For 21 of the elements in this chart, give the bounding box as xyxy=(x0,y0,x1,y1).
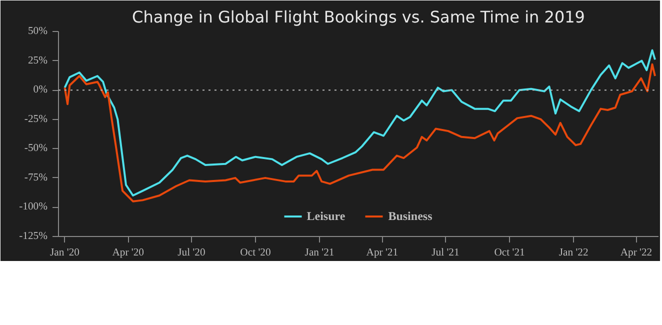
y-tick-label: -25% xyxy=(24,114,48,125)
x-tick-label: Jan '21 xyxy=(304,248,334,258)
y-tick-label: -50% xyxy=(24,143,48,154)
x-tick-label: Jan '22 xyxy=(558,248,588,258)
y-tick-label: -125% xyxy=(19,231,48,242)
x-tick-label: Apr '22 xyxy=(620,248,652,258)
legend-label: Business xyxy=(388,208,432,224)
x-tick-label: Apr '20 xyxy=(112,248,144,258)
x-tick-label: Jan '20 xyxy=(50,248,80,258)
y-tick-label: 25% xyxy=(28,55,48,66)
x-tick-label: Oct '20 xyxy=(240,248,271,258)
x-tick-label: Jul '21 xyxy=(432,248,460,258)
chart-title: Change in Global Flight Bookings vs. Same Time in 2019 xyxy=(132,8,585,26)
y-tick-label: 0% xyxy=(33,84,48,96)
y-tick-label: 50% xyxy=(28,26,48,37)
x-tick-label: Jul '20 xyxy=(178,248,206,258)
y-tick-label: -75% xyxy=(24,172,48,184)
legend-label: Leisure xyxy=(306,208,346,224)
x-tick-label: Oct '21 xyxy=(494,248,525,258)
x-tick-label: Apr '21 xyxy=(366,248,398,258)
y-tick-label: -100% xyxy=(19,202,48,213)
